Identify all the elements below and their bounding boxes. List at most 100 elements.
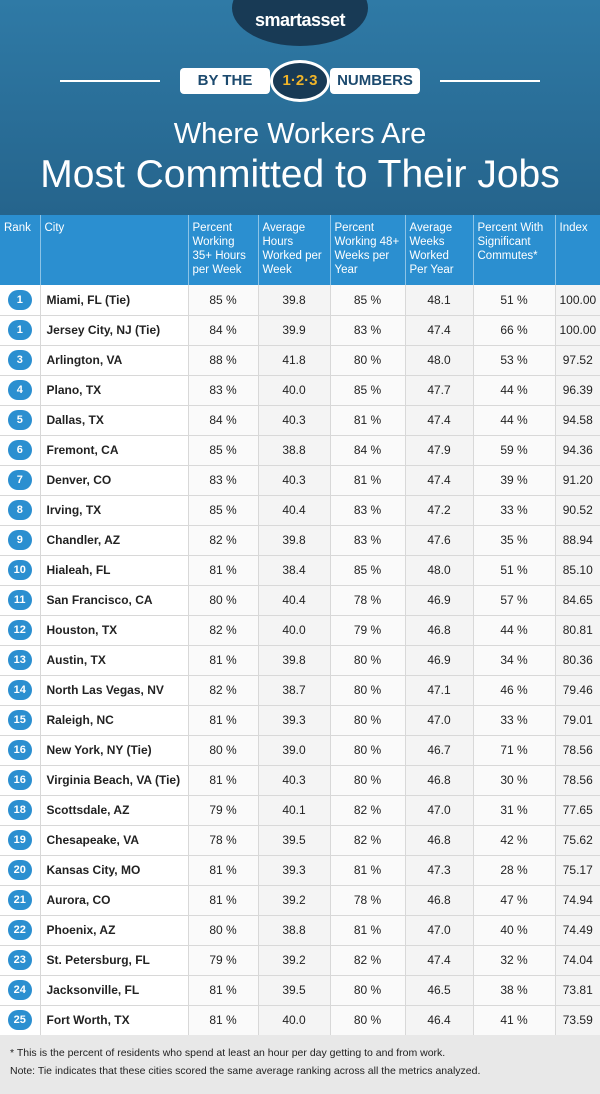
rule [60,80,160,82]
table-cell: 40.0 [257,1005,330,1036]
table-cell: 82 % [329,825,405,856]
table-row: 6 Fremont, CA 85 % 38.8 84 % 47.9 59 % 94.36 [0,435,600,466]
table-row: 8 Irving, TX 85 % 40.4 83 % 47.2 33 % 90.52 [0,495,600,526]
table-row: 16 New York, NY (Tie) 80 % 39.0 80 % 46.7 71 %… [0,735,600,766]
column-header: Percent Working 48+ Weeks per Year [329,215,405,285]
table-cell: 83 % [329,495,405,526]
table-cell: 38.8 [257,435,330,466]
rank-badge: 19 [7,830,32,850]
table-cell: 46 % [472,675,555,706]
table-cell: 34 % [472,645,555,676]
table-cell: 80 % [187,735,258,766]
rank-cell: 3 [0,345,40,376]
rank-cell: 10 [0,555,40,586]
table-cell: 80 % [329,765,405,796]
table-body: 1 Miami, FL (Tie) 85 % 39.8 85 % 48.1 51 % 100.… [0,285,600,1036]
table-cell: 84.65 [554,585,600,616]
rank-cell: 14 [0,675,40,706]
table-cell: 74.49 [554,915,600,946]
table-cell: 90.52 [554,495,600,526]
table-cell: 47.4 [404,315,473,346]
table-cell: 42 % [472,825,555,856]
banner-text: NUMBERS [330,68,420,94]
table-cell: 83 % [187,465,258,496]
table-cell: 59 % [472,435,555,466]
table-cell: 84 % [187,315,258,346]
table-cell: 80 % [329,705,405,736]
table-cell: 80 % [329,645,405,676]
column-header: Average Weeks Worked Per Year [404,215,473,285]
rank-cell: 25 [0,1005,40,1036]
table-cell: 84 % [329,435,405,466]
rank-badge: 3 [7,350,32,370]
table-row: 11 San Francisco, CA 80 % 40.4 78 % 46.9 57 % 8… [0,585,600,616]
table-cell: 81 % [187,1005,258,1036]
rank-badge: 16 [7,740,32,760]
header: smartasset BY THE NUMBERS 1·2·3 Where Wo… [0,0,600,215]
table-cell: 74.04 [554,945,600,976]
table-cell: 39.8 [257,525,330,556]
rank-badge: 4 [7,380,32,400]
city-cell: Dallas, TX [39,405,188,436]
rank-cell: 16 [0,735,40,766]
table-cell: 82 % [329,945,405,976]
table-cell: 47.4 [404,465,473,496]
rank-cell: 20 [0,855,40,886]
table-cell: 53 % [472,345,555,376]
table-cell: 84 % [187,405,258,436]
table-cell: 77.65 [554,795,600,826]
rank-cell: 13 [0,645,40,676]
rank-cell: 18 [0,795,40,826]
table-cell: 41 % [472,1005,555,1036]
table-cell: 46.8 [404,825,473,856]
table-cell: 39.5 [257,975,330,1006]
city-cell: Hialeah, FL [39,555,188,586]
table-cell: 47.0 [404,705,473,736]
table-cell: 78.56 [554,765,600,796]
table-row: 15 Raleigh, NC 81 % 39.3 80 % 47.0 33 % 79.01 [0,705,600,736]
table-cell: 85 % [329,285,405,316]
table-cell: 40.4 [257,585,330,616]
table-cell: 100.00 [554,315,600,346]
table-row: 9 Chandler, AZ 82 % 39.8 83 % 47.6 35 % 88.94 [0,525,600,556]
table-cell: 47.0 [404,795,473,826]
table-cell: 81 % [329,465,405,496]
table-cell: 46.8 [404,765,473,796]
city-cell: Virginia Beach, VA (Tie) [39,765,188,796]
table-cell: 80 % [329,675,405,706]
table-cell: 79 % [187,945,258,976]
table-cell: 47 % [472,885,555,916]
rank-badge: 9 [7,530,32,550]
table-cell: 46.7 [404,735,473,766]
table-cell: 85.10 [554,555,600,586]
table-cell: 73.81 [554,975,600,1006]
table-cell: 71 % [472,735,555,766]
rank-badge: 11 [7,590,32,610]
city-cell: Phoenix, AZ [39,915,188,946]
table-cell: 47.9 [404,435,473,466]
city-cell: Chesapeake, VA [39,825,188,856]
table-cell: 40 % [472,915,555,946]
city-cell: Arlington, VA [39,345,188,376]
table-row: 24 Jacksonville, FL 81 % 39.5 80 % 46.5 38 % 73… [0,975,600,1006]
rank-cell: 21 [0,885,40,916]
city-cell: Houston, TX [39,615,188,646]
rank-badge: 10 [7,560,32,580]
rank-cell: 8 [0,495,40,526]
rank-badge: 22 [7,920,32,940]
column-header: Average Hours Worked per Week [257,215,330,285]
table-cell: 81 % [187,705,258,736]
table-row: 25 Fort Worth, TX 81 % 40.0 80 % 46.4 41 % 73.5… [0,1005,600,1036]
rank-cell: 9 [0,525,40,556]
rank-cell: 7 [0,465,40,496]
rank-badge: 5 [7,410,32,430]
table-cell: 44 % [472,405,555,436]
table-cell: 97.52 [554,345,600,376]
table-row: 13 Austin, TX 81 % 39.8 80 % 46.9 34 % 80.36 [0,645,600,676]
column-header: City [39,215,188,285]
table-cell: 81 % [187,645,258,676]
table-cell: 47.4 [404,945,473,976]
table-cell: 79 % [329,615,405,646]
table-cell: 47.2 [404,495,473,526]
table-cell: 82 % [329,795,405,826]
